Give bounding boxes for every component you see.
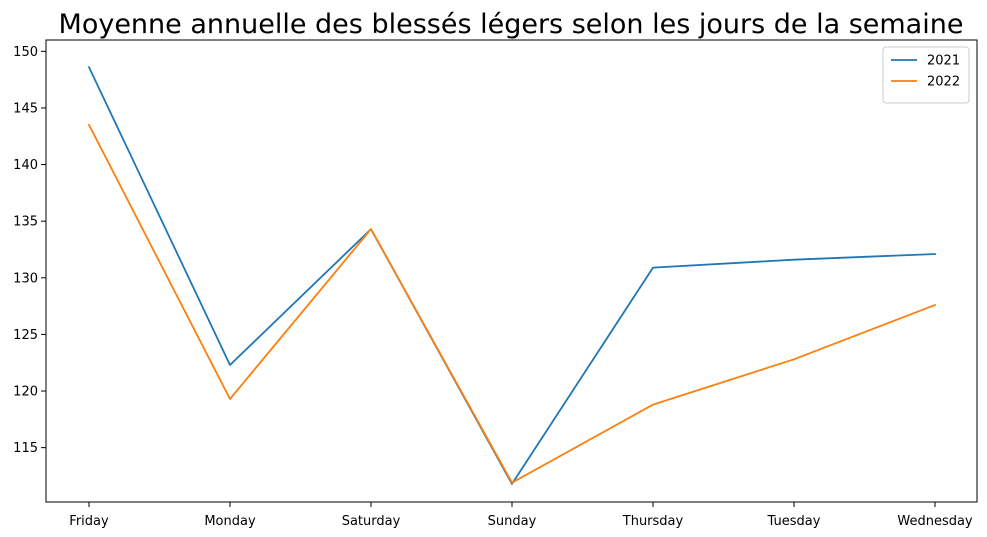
series-line-2021: [87, 66, 936, 485]
y-tick-label: 150: [13, 45, 38, 60]
y-axis-ticks: 115 120 125 130 135 140 145 150: [13, 45, 46, 456]
chart-title: Moyenne annuelle des blessés légers selo…: [59, 9, 964, 40]
y-tick-label: 145: [13, 101, 38, 116]
legend-label-2022: 2022: [927, 75, 960, 90]
x-tick-label: Friday: [69, 514, 109, 529]
x-tick-label: Wednesday: [897, 514, 973, 529]
x-tick-label: Thursday: [622, 514, 684, 529]
y-tick-label: 125: [13, 328, 38, 343]
plot-area-frame: [45, 39, 978, 503]
series-lines: [87, 66, 937, 485]
legend-box: [882, 46, 970, 104]
x-axis-ticks: Friday Monday Saturday Sunday Thursday Tuesda…: [69, 502, 973, 529]
y-tick-label: 140: [13, 158, 38, 173]
y-tick-label: 135: [13, 215, 38, 230]
x-tick-label: Tuesday: [767, 514, 821, 529]
legend: 2021 2022: [882, 46, 970, 104]
x-tick-label: Sunday: [488, 514, 537, 529]
x-tick-label: Monday: [204, 514, 256, 529]
series-line-2022: [87, 123, 937, 484]
y-tick-label: 120: [13, 385, 38, 400]
y-tick-label: 115: [13, 441, 38, 456]
y-tick-label: 130: [13, 271, 38, 286]
x-tick-label: Saturday: [342, 514, 401, 529]
legend-label-2021: 2021: [927, 54, 960, 69]
